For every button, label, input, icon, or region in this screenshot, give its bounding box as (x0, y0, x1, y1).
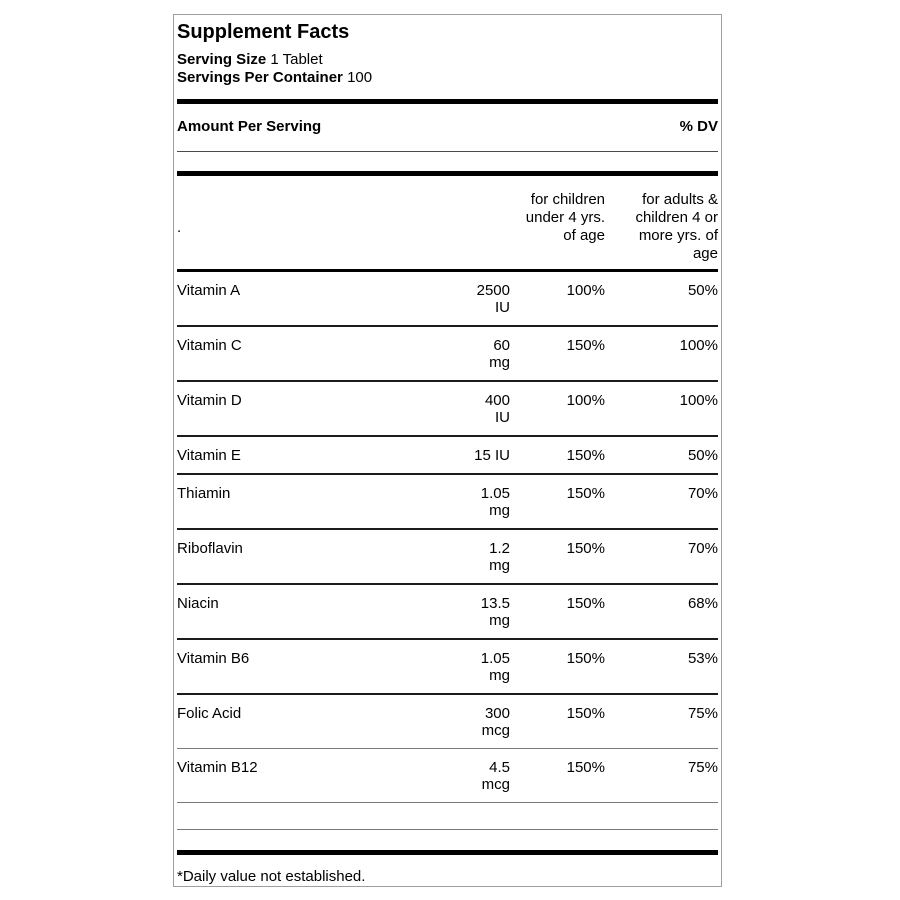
nutrient-rows: Vitamin A 2500 IU 100% 50% Vitamin C 60 … (177, 272, 718, 803)
adults-dv-value: 75% (687, 759, 718, 776)
adults-dv-value: 50% (687, 447, 718, 464)
children-dv-value: 150% (566, 759, 605, 776)
nutrient-name: Thiamin (177, 485, 231, 502)
serving-info: Serving Size 1 Tablet Servings Per Conta… (177, 51, 718, 87)
amount-column-header (397, 191, 510, 263)
nutrient-amount: 400 IU (484, 392, 510, 426)
table-row: Vitamin B12 4.5 mcg 150% 75% (177, 749, 718, 803)
servings-per-container-value: 100 (347, 69, 373, 86)
table-row: Vitamin D 400 IU 100% 100% (177, 382, 718, 437)
nutrient-name: Vitamin C (177, 337, 242, 354)
amount-per-serving-row: Amount Per Serving % DV (177, 104, 718, 152)
label-title: Supplement Facts (177, 21, 350, 43)
nutrient-amount: 13.5 mg (480, 595, 510, 629)
nutrient-amount: 300 mcg (481, 705, 510, 739)
adults-column-header: for adults & children 4 or more yrs. of … (635, 191, 718, 262)
servings-per-container-line: Servings Per Container 100 (177, 69, 718, 87)
nutrient-amount: 1.05 mg (480, 650, 510, 684)
adults-dv-value: 50% (687, 282, 718, 299)
nutrient-name: Vitamin B12 (177, 759, 258, 776)
table-row: Niacin 13.5 mg 150% 68% (177, 585, 718, 640)
table-row: Riboflavin 1.2 mg 150% 70% (177, 530, 718, 585)
nutrient-name: Vitamin A (177, 282, 241, 299)
age-group-header-row: . for children under 4 yrs. of age for a… (177, 176, 718, 272)
adults-dv-value: 75% (687, 705, 718, 722)
nutrient-amount: 1.2 mg (489, 540, 510, 574)
children-dv-value: 100% (566, 282, 605, 299)
children-dv-value: 150% (566, 447, 605, 464)
table-row: Folic Acid 300 mcg 150% 75% (177, 695, 718, 749)
divider-bar-mid (177, 171, 718, 176)
nutrient-name: Vitamin E (177, 447, 241, 464)
empty-row (177, 803, 718, 830)
servings-per-container-label: Servings Per Container (177, 69, 343, 86)
children-column-header: for children under 4 yrs. of age (525, 191, 605, 244)
nutrient-amount: 15 IU (474, 447, 510, 464)
amount-per-serving-header: Amount Per Serving (177, 118, 322, 135)
table-row: Vitamin E 15 IU 150% 50% (177, 437, 718, 475)
nutrient-name: Vitamin B6 (177, 650, 250, 667)
divider-bar-bottom (177, 850, 718, 855)
adults-dv-value: 100% (679, 392, 718, 409)
nutrient-name: Riboflavin (177, 540, 243, 557)
table-row: Vitamin A 2500 IU 100% 50% (177, 272, 718, 327)
adults-dv-value: 68% (687, 595, 718, 612)
footnote: *Daily value not established. (177, 868, 366, 885)
table-row: Vitamin B6 1.05 mg 150% 53% (177, 640, 718, 695)
table-row: Thiamin 1.05 mg 150% 70% (177, 475, 718, 530)
nutrient-column-header: . (177, 218, 182, 236)
children-dv-value: 150% (566, 540, 605, 557)
divider-bar-top (177, 99, 718, 104)
nutrient-name: Vitamin D (177, 392, 242, 409)
serving-size-label: Serving Size (177, 51, 267, 68)
adults-dv-value: 53% (687, 650, 718, 667)
nutrient-amount: 4.5 mcg (481, 759, 510, 793)
adults-dv-value: 70% (687, 540, 718, 557)
children-dv-value: 100% (566, 392, 605, 409)
nutrient-amount: 1.05 mg (480, 485, 510, 519)
serving-size-value: 1 Tablet (270, 51, 323, 68)
spacer (177, 152, 718, 171)
spacer (177, 830, 718, 850)
children-dv-value: 150% (566, 650, 605, 667)
table-row: Vitamin C 60 mg 150% 100% (177, 327, 718, 382)
nutrient-name: Niacin (177, 595, 219, 612)
children-dv-value: 150% (566, 337, 605, 354)
supplement-facts-label: Supplement Facts Serving Size 1 Tablet S… (173, 14, 722, 887)
serving-size-line: Serving Size 1 Tablet (177, 51, 718, 69)
nutrient-name: Folic Acid (177, 705, 242, 722)
children-dv-value: 150% (566, 595, 605, 612)
dv-header: % DV (679, 118, 718, 135)
children-dv-value: 150% (566, 485, 605, 502)
nutrient-amount: 60 mg (489, 337, 510, 371)
children-dv-value: 150% (566, 705, 605, 722)
adults-dv-value: 100% (679, 337, 718, 354)
nutrient-amount: 2500 IU (476, 282, 510, 316)
adults-dv-value: 70% (687, 485, 718, 502)
